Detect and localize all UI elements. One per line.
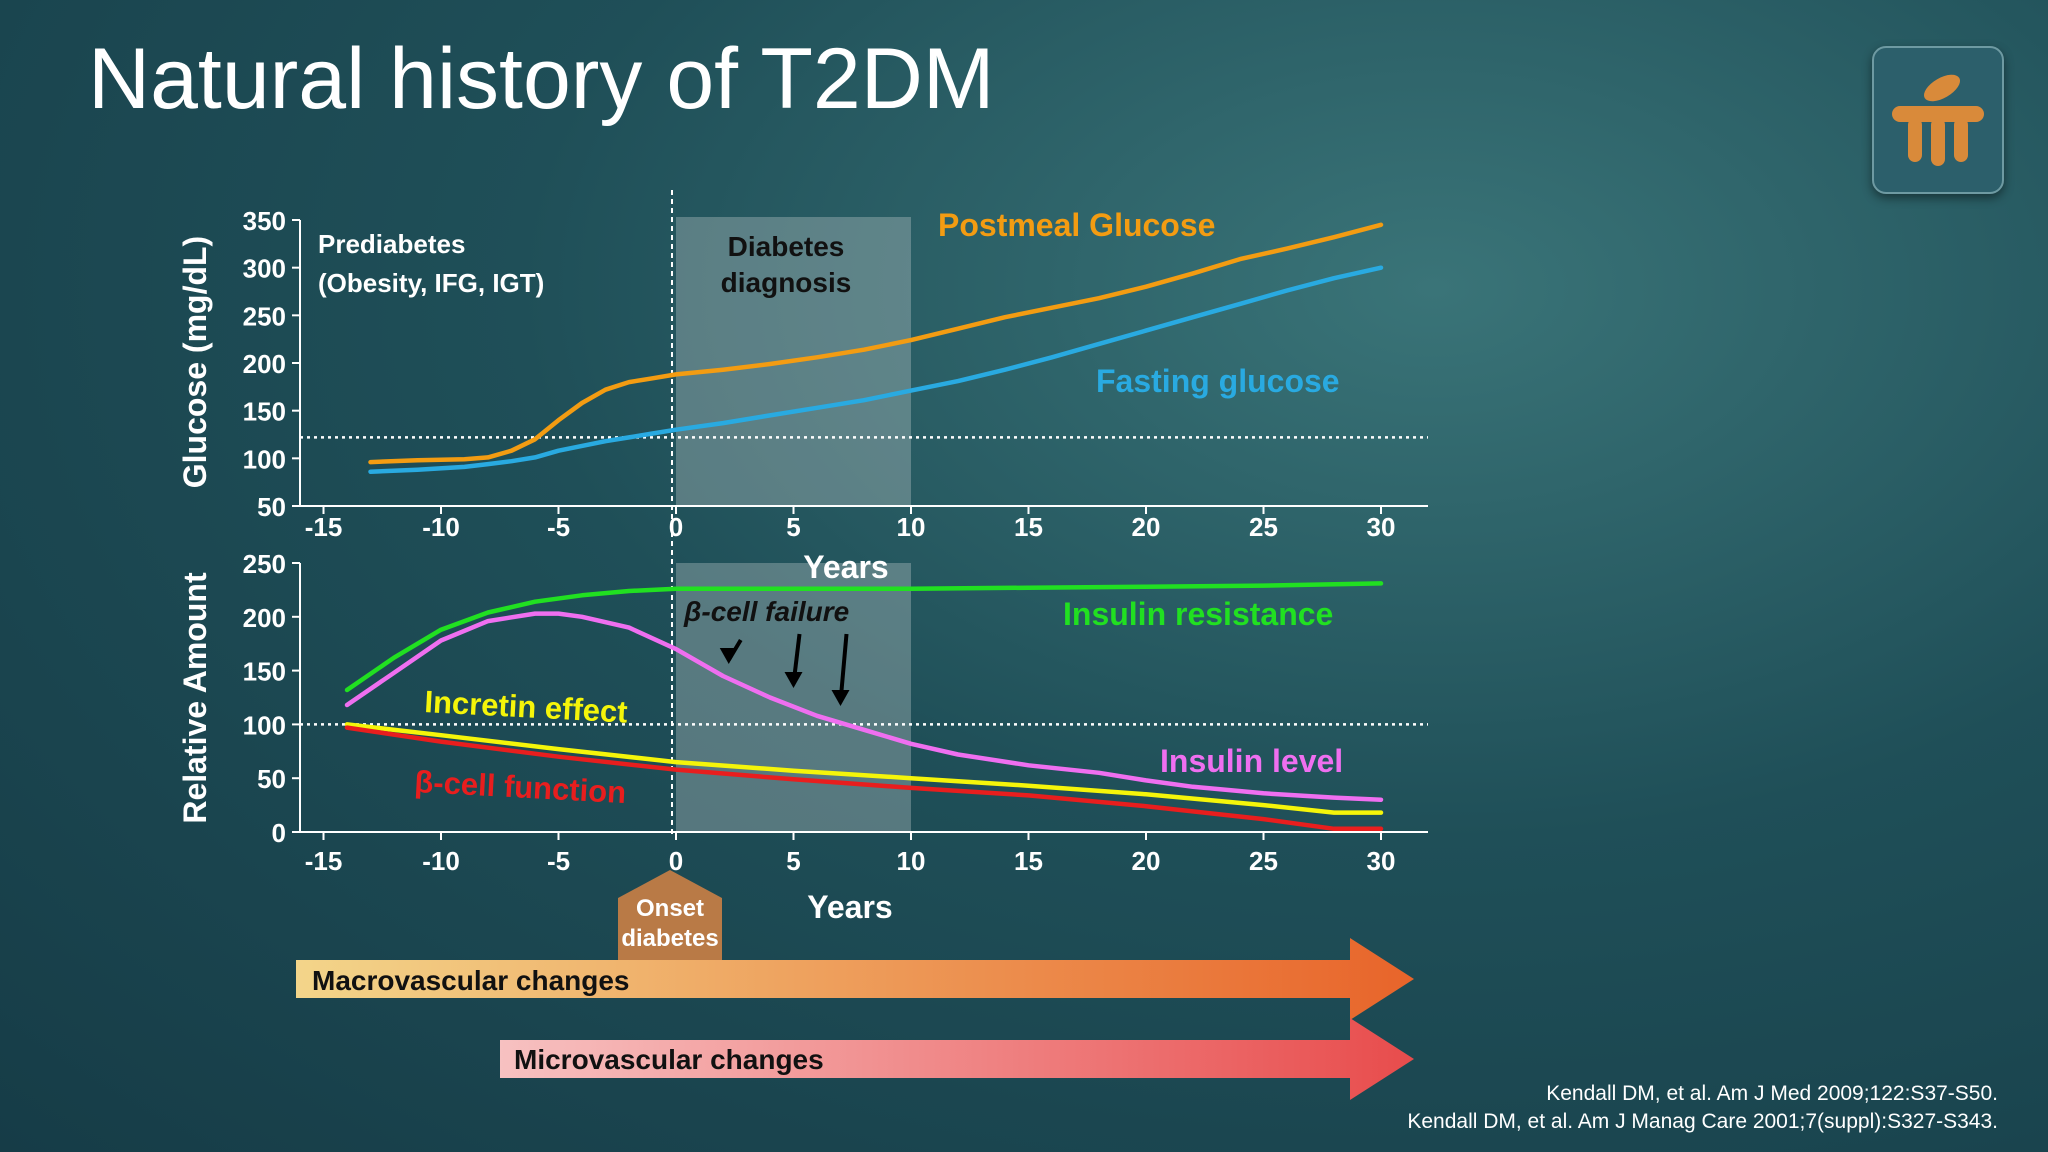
microvascular-label: Microvascular changes <box>514 1044 824 1075</box>
macrovascular-arrow <box>296 938 1414 1020</box>
beta-cell-failure-label: β-cell failure <box>683 596 849 627</box>
reference-2: Kendall DM, et al. Am J Manag Care 2001;… <box>1407 1110 1998 1133</box>
fasting-glucose-line <box>368 265 1384 474</box>
y-tick-label: 350 <box>243 206 286 236</box>
onset-diabetes-marker <box>618 870 722 960</box>
x-tick-label: 25 <box>1249 846 1278 876</box>
logo <box>1872 46 2004 194</box>
x-tick-label: -10 <box>422 512 460 542</box>
y-tick-label: 100 <box>243 444 286 474</box>
y-tick-label: 250 <box>243 301 286 331</box>
y-tick-label: 100 <box>243 710 286 740</box>
insulin-level-label: Insulin level <box>1160 743 1343 779</box>
y-axis-label: Relative Amount <box>177 572 213 824</box>
x-tick-label: 15 <box>1014 846 1043 876</box>
x-tick-label: 5 <box>786 512 800 542</box>
diagnosis-sublabel: diagnosis <box>721 267 852 298</box>
glucose-chart: 50 100 150 200 250 300 350 -15 -10 -5 0 5 10 15 20 25 30… <box>177 206 1428 585</box>
x-tick-label: 25 <box>1249 512 1278 542</box>
prediabetes-label: Prediabetes <box>318 229 465 259</box>
failure-arrow-head <box>719 648 738 664</box>
slide-title: Natural history of T2DM <box>88 31 995 127</box>
references: Kendall DM, et al. Am J Med 2009;122:S37… <box>1407 1080 1998 1136</box>
failure-arrow-head <box>831 690 850 706</box>
beta-cell-failure-arrows <box>719 633 850 706</box>
postmeal-glucose-line <box>368 222 1384 465</box>
insulin-resistance-label: Insulin resistance <box>1063 596 1333 632</box>
x-tick-label: 20 <box>1132 846 1161 876</box>
x-tick-label: 10 <box>897 512 926 542</box>
onset-sublabel: diabetes <box>621 925 718 952</box>
failure-arrow-head <box>784 672 803 688</box>
onset-label: Onset <box>636 895 704 922</box>
beta-cell-function-label: β-cell function <box>414 764 627 810</box>
table-logo-icon <box>1892 74 1984 166</box>
x-tick-label: -5 <box>547 512 570 542</box>
y-tick-label: 150 <box>243 657 286 687</box>
x-tick-label: -10 <box>422 846 460 876</box>
x-tick-label: -5 <box>547 846 570 876</box>
prediabetes-sublabel: (Obesity, IFG, IGT) <box>318 268 544 298</box>
x-tick-label: -15 <box>305 846 343 876</box>
fasting-glucose-label: Fasting glucose <box>1096 363 1340 399</box>
x-tick-label: 5 <box>786 846 800 876</box>
diagnosis-label: Diabetes <box>728 231 845 262</box>
y-tick-label: 150 <box>243 397 286 427</box>
y-tick-label: 300 <box>243 254 286 284</box>
relative-amount-chart: 0 50 100 150 200 250 -15 -10 -5 0 5 10 15 20 25 30 Insul… <box>177 549 1428 925</box>
y-tick-label: 50 <box>257 492 286 522</box>
x-axis-label: Years <box>807 889 892 925</box>
reference-1: Kendall DM, et al. Am J Med 2009;122:S37… <box>1546 1082 1998 1105</box>
incretin-effect-line <box>344 722 1384 815</box>
incretin-effect-label: Incretin effect <box>424 684 629 730</box>
y-tick-label: 250 <box>243 549 286 579</box>
x-tick-label: 10 <box>897 846 926 876</box>
y-tick-label: 200 <box>243 603 286 633</box>
x-tick-label: 30 <box>1367 846 1396 876</box>
x-tick-label: 0 <box>669 846 683 876</box>
y-tick-label: 50 <box>257 764 286 794</box>
y-tick-label: 0 <box>272 818 286 848</box>
microvascular-arrow <box>500 1018 1414 1100</box>
x-tick-label: 30 <box>1367 512 1396 542</box>
x-tick-label: 15 <box>1014 512 1043 542</box>
x-tick-label: 20 <box>1132 512 1161 542</box>
x-tick-label: 0 <box>669 512 683 542</box>
insulin-resistance-line <box>344 581 1384 693</box>
beta-cell-function-line <box>344 725 1384 832</box>
insulin-level-line <box>344 611 1384 802</box>
x-tick-label: -15 <box>305 512 343 542</box>
macrovascular-label: Macrovascular changes <box>312 965 630 996</box>
postmeal-glucose-label: Postmeal Glucose <box>938 207 1215 243</box>
y-axis-label: Glucose (mg/dL) <box>177 236 213 488</box>
y-tick-label: 200 <box>243 349 286 379</box>
x-axis-label: Years <box>803 549 888 585</box>
